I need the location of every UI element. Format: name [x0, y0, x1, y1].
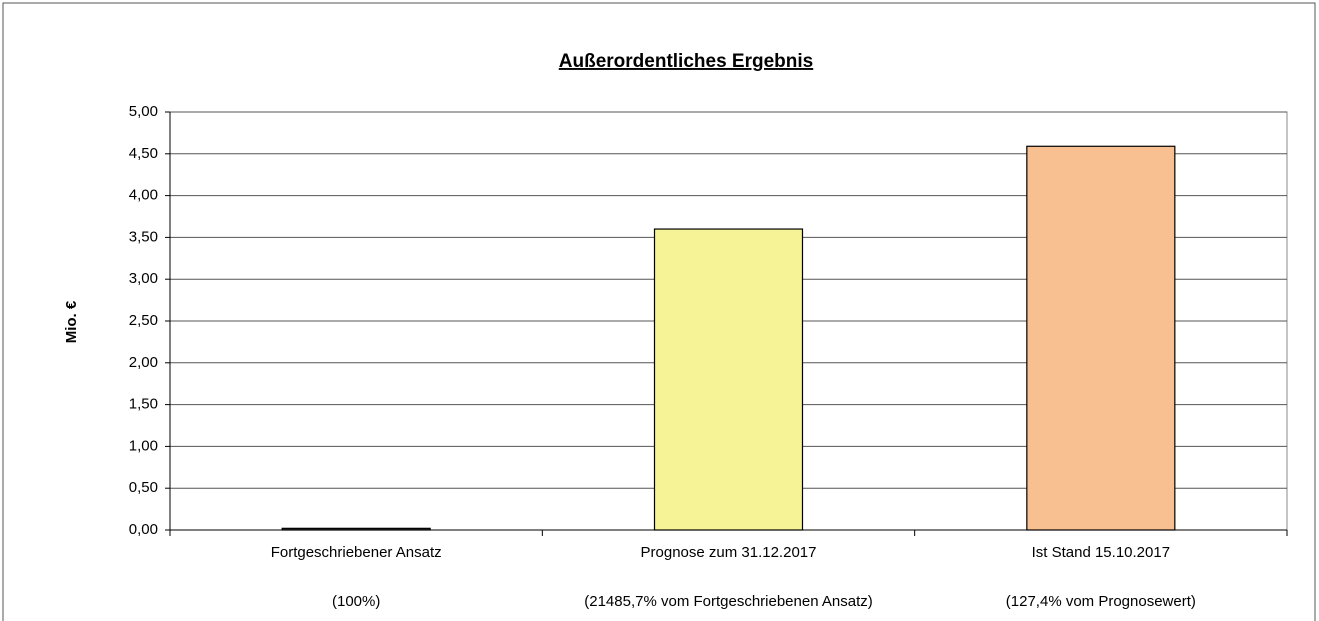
- x-tick-note: (21485,7% vom Fortgeschriebenen Ansatz): [584, 593, 873, 610]
- y-tick-label: 4,50: [129, 145, 158, 162]
- x-tick-label: Prognose zum 31.12.2017: [641, 544, 817, 561]
- y-tick-label: 1,00: [129, 437, 158, 454]
- y-tick-label: 4,00: [129, 187, 158, 204]
- y-tick-label: 3,50: [129, 228, 158, 245]
- y-tick-label: 5,00: [129, 103, 158, 120]
- y-axis-label: Mio. €: [63, 300, 80, 343]
- bar: [653, 228, 804, 531]
- y-tick-label: 0,00: [129, 521, 158, 538]
- y-tick-label: 2,00: [129, 354, 158, 371]
- bar: [1026, 145, 1176, 531]
- y-tick-label: 2,50: [129, 312, 158, 329]
- x-tick-note: (100%): [332, 593, 380, 610]
- y-tick-label: 1,50: [129, 396, 158, 413]
- x-tick-label: Ist Stand 15.10.2017: [1032, 544, 1170, 561]
- y-tick-label: 0,50: [129, 479, 158, 496]
- y-tick-label: 3,00: [129, 270, 158, 287]
- chart-title: Außerordentliches Ergebnis: [559, 51, 813, 72]
- x-tick-note: (127,4% vom Prognosewert): [1006, 593, 1196, 610]
- x-tick-label: Fortgeschriebener Ansatz: [271, 544, 442, 561]
